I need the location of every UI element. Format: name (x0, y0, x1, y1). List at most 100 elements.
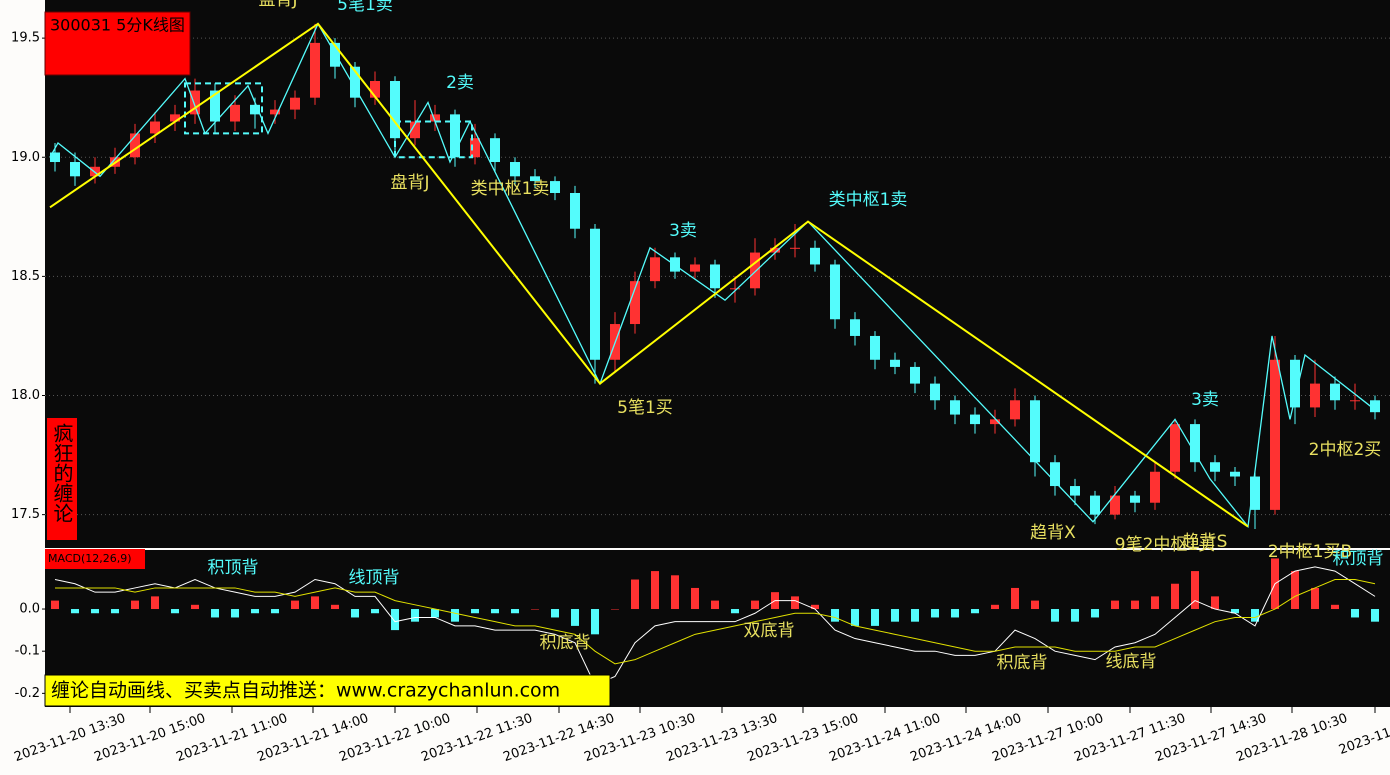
macd-bar (1091, 609, 1099, 618)
macd-bar (51, 600, 59, 610)
candle-body (890, 359, 900, 367)
annotation: 3卖 (669, 221, 697, 241)
candle-body (990, 419, 1000, 425)
annotation: 2中枢2买 (1309, 440, 1382, 460)
y-tick-label: 19.0 (11, 150, 40, 165)
macd-bar (71, 609, 79, 614)
macd-bar (291, 600, 299, 610)
macd-bar (1131, 600, 1139, 610)
candle-body (330, 42, 340, 67)
candle-body (150, 121, 160, 134)
annotation: 盘背J (258, 0, 297, 10)
candle-body (1050, 462, 1060, 487)
annotation: 5笔1买 (617, 398, 673, 418)
candle-body (770, 247, 780, 253)
candle-body (1130, 495, 1140, 503)
macd-bar (831, 609, 839, 622)
banner-box (44, 674, 611, 707)
candle-body (670, 257, 680, 272)
macd-bar (1111, 600, 1119, 610)
candle-body (1150, 471, 1160, 503)
candle-body (130, 133, 140, 158)
macd-bar (91, 609, 99, 614)
y-tick-label: 17.5 (11, 507, 40, 522)
macd-bar (1251, 609, 1259, 622)
annotation: 趋背S (1183, 532, 1228, 552)
annotation: 3卖 (1191, 390, 1219, 410)
candle-body (1090, 495, 1100, 515)
macd-bar (371, 609, 379, 614)
macd-bar (511, 609, 519, 614)
candle-body (1350, 400, 1360, 402)
macd-bar (791, 596, 799, 610)
candle-body (1330, 383, 1340, 401)
annotation: 积底背 (997, 653, 1048, 673)
macd-bar (111, 609, 119, 614)
annotation: 盘背J (390, 173, 429, 193)
annotation: 线顶背 (349, 568, 400, 588)
macd-bar (951, 609, 959, 618)
macd-bar (351, 609, 359, 618)
candle-body (390, 81, 400, 139)
annotation: 类中枢1卖 (471, 179, 550, 199)
candle-body (1010, 400, 1020, 420)
y-tick-label: -0.1 (15, 644, 40, 659)
candle-body (410, 121, 420, 139)
candle-body (790, 247, 800, 249)
macd-bar (171, 609, 179, 614)
macd-bar (991, 604, 999, 610)
candle-body (1030, 400, 1040, 463)
candle-body (1070, 486, 1080, 496)
macd-bar (931, 609, 939, 618)
macd-bar (131, 600, 139, 610)
macd-bar (751, 600, 759, 610)
candle-body (50, 152, 60, 163)
macd-line (54, 566, 1376, 686)
macd-bar (1011, 587, 1019, 610)
candle-body (1310, 383, 1320, 408)
macd-bar (431, 609, 439, 618)
macd-bar (211, 609, 219, 618)
candle-body (1370, 400, 1380, 413)
watermark: 疯狂的缠论 (50, 423, 74, 523)
y-tick-label: -0.2 (15, 686, 40, 701)
candle-body (830, 264, 840, 320)
candle-body (570, 192, 580, 229)
macd-line (55, 579, 1376, 665)
macd-title: MACD(12,26,9) (48, 552, 132, 565)
y-tick-label: 19.5 (11, 31, 40, 46)
candle-body (910, 366, 920, 384)
candle-body (870, 335, 880, 360)
macd-bar (1231, 609, 1239, 614)
annotation: 线底背 (1106, 652, 1157, 672)
candle-body (510, 162, 520, 177)
candle-body (490, 138, 500, 163)
candle-body (1210, 462, 1220, 472)
candle-body (430, 114, 440, 122)
pivot-box (394, 120, 473, 159)
candle-body (230, 104, 240, 122)
annotation: 双底背 (744, 621, 795, 641)
macd-bar (1031, 600, 1039, 610)
macd-bar (411, 609, 419, 622)
candle-body (730, 288, 740, 290)
macd-bar (311, 596, 319, 610)
macd-bar (1351, 609, 1359, 618)
macd-bar (871, 609, 879, 626)
macd-bar (651, 571, 659, 610)
candle-body (450, 114, 460, 158)
macd-bar (531, 609, 539, 610)
candle-body (650, 257, 660, 282)
macd-bar (591, 609, 599, 635)
candle-body (690, 264, 700, 272)
candle-body (1270, 359, 1280, 510)
candle-body (1110, 495, 1120, 515)
macd-bar (1371, 609, 1379, 622)
macd-bar (471, 609, 479, 614)
pivot-box (184, 82, 263, 135)
candle-body (550, 181, 560, 193)
candle-body (270, 109, 280, 115)
macd-bar (911, 609, 919, 622)
zigzag-line (49, 22, 1249, 528)
